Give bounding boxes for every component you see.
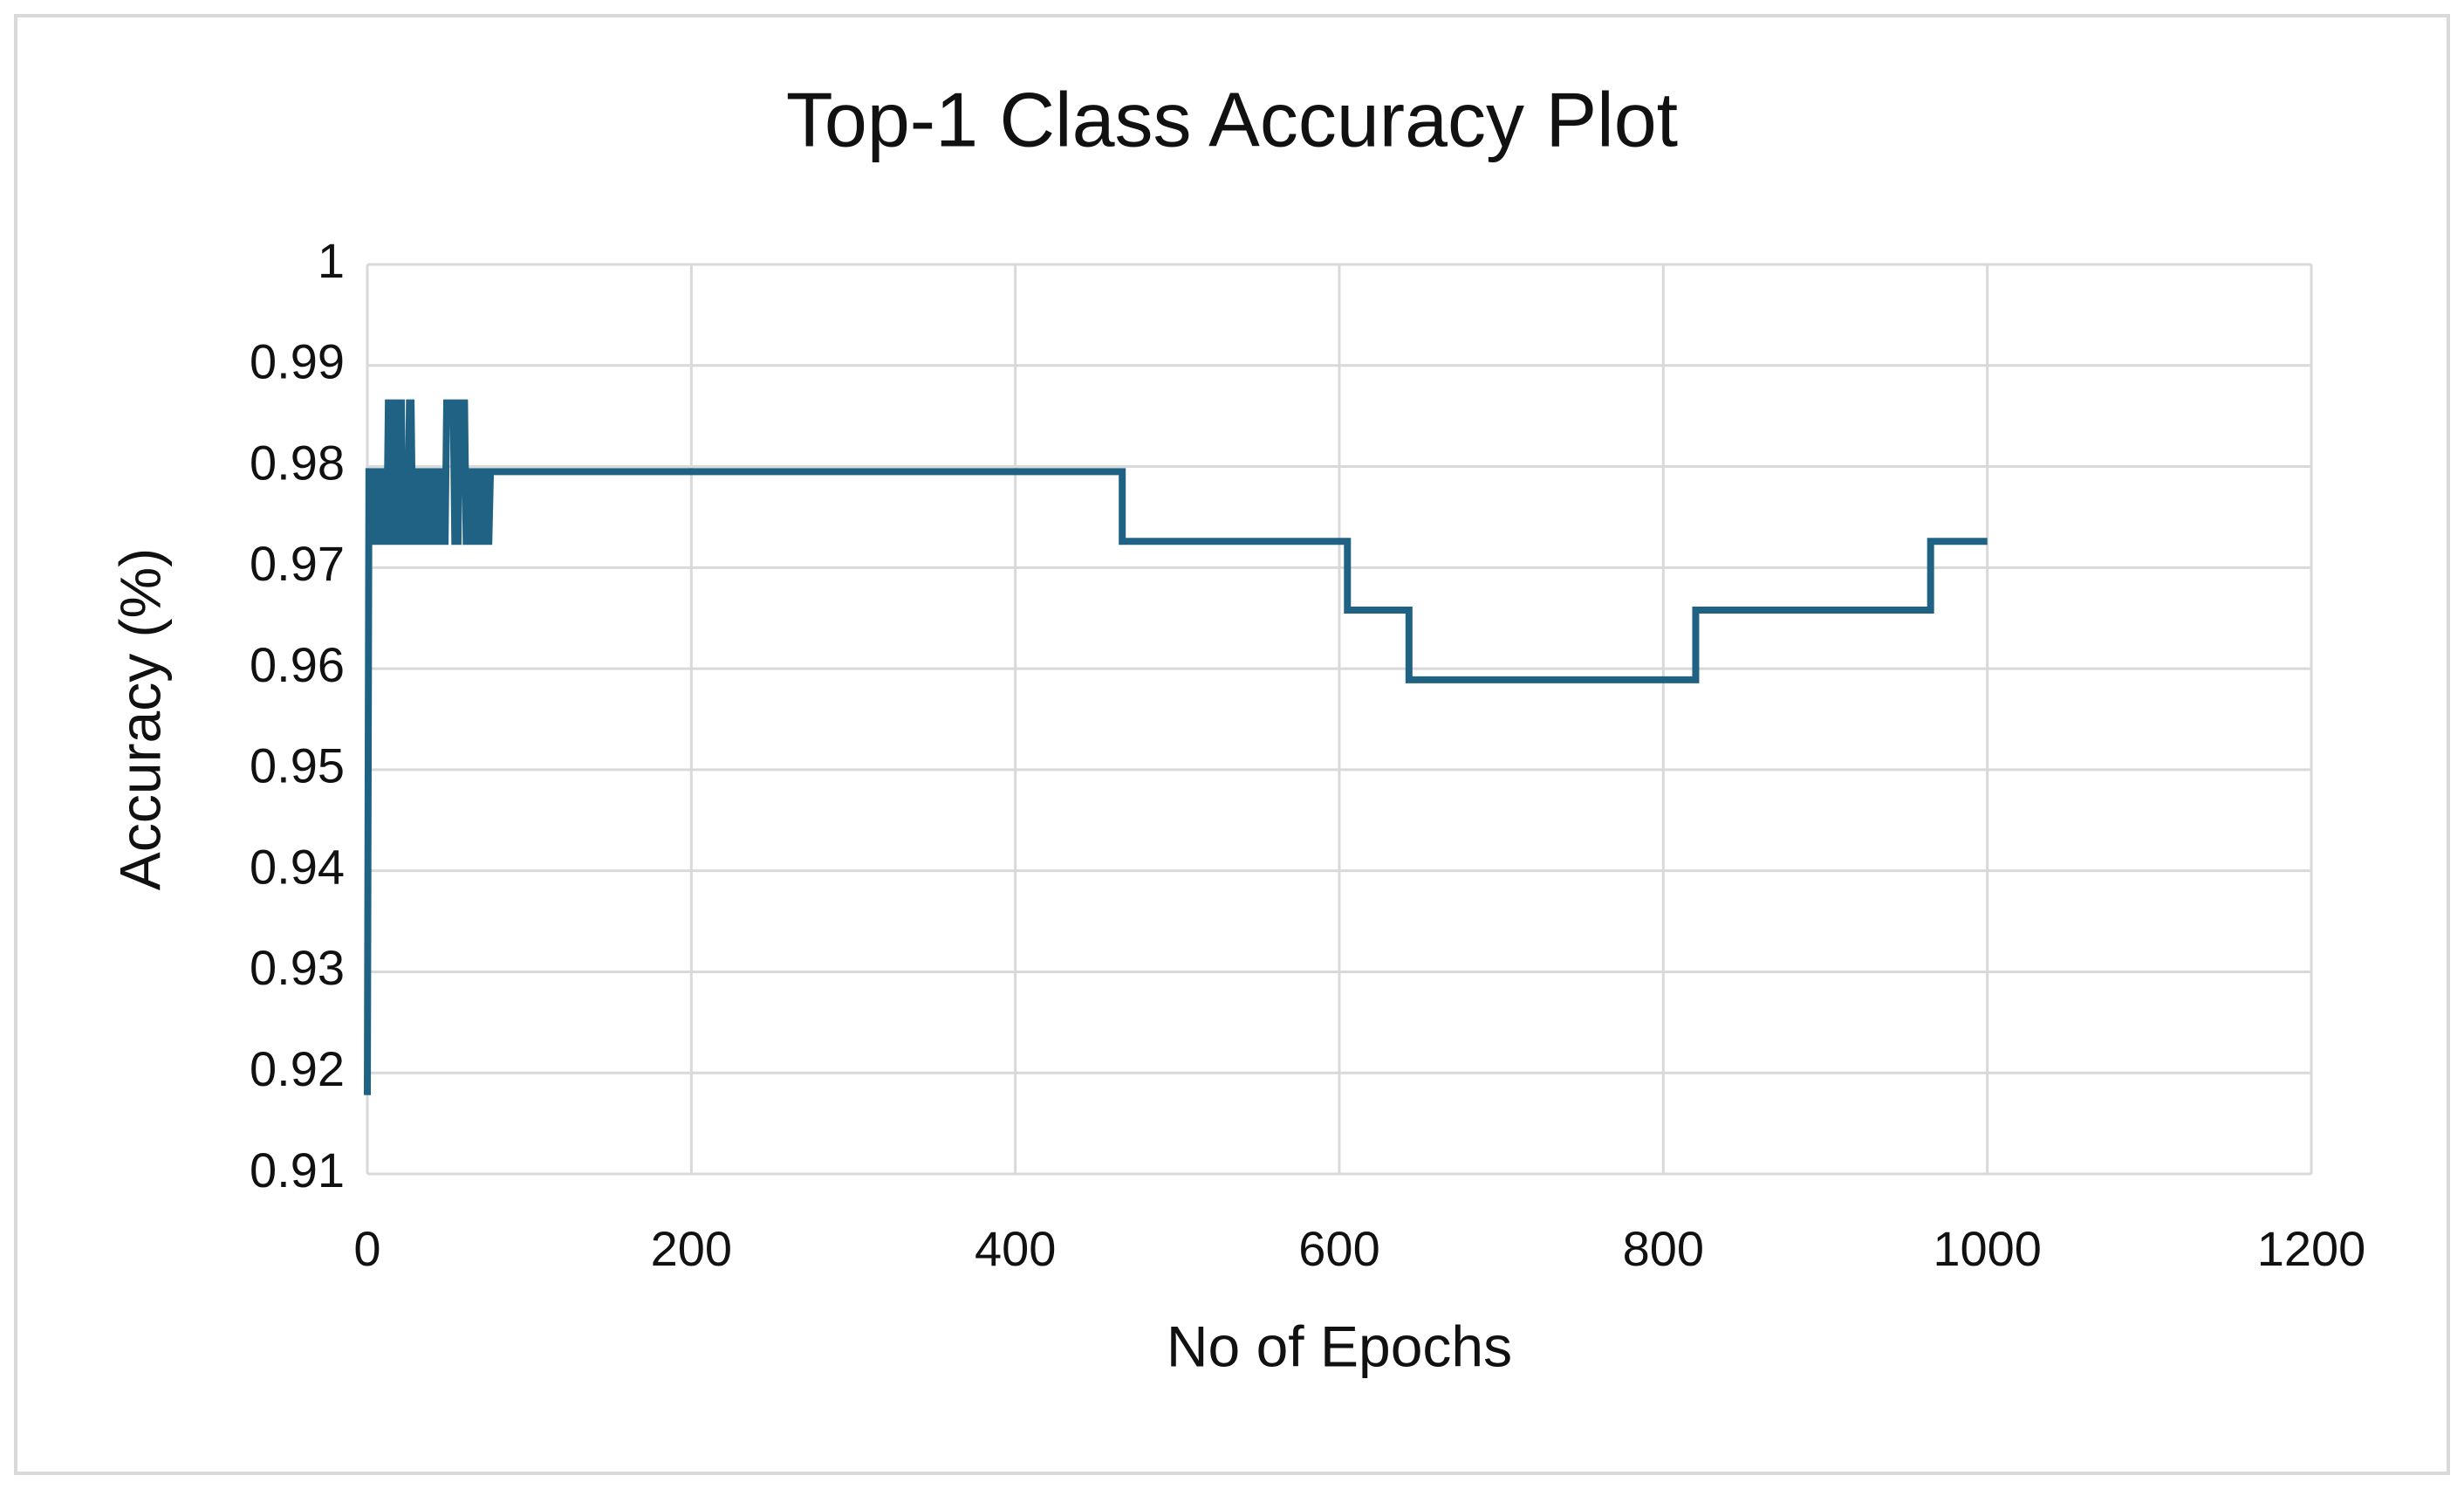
y-tick-label: 0.94	[250, 839, 345, 894]
data-line	[364, 399, 1988, 1095]
y-axis-title: Accuracy (%)	[107, 548, 172, 890]
x-tick-label: 600	[1298, 1221, 1379, 1276]
x-tick-label: 400	[975, 1221, 1056, 1276]
y-tick-label: 0.96	[250, 637, 345, 692]
y-tick-label: 1	[318, 233, 345, 288]
y-tick-label: 0.99	[250, 334, 345, 389]
x-tick-label: 200	[651, 1221, 732, 1276]
y-tick-label: 0.98	[250, 435, 345, 490]
x-tick-label: 0	[353, 1221, 380, 1276]
chart-border	[14, 14, 2450, 1475]
y-tick-label: 0.97	[250, 536, 345, 591]
y-tick-label: 0.92	[250, 1041, 345, 1096]
y-tick-label: 0.95	[250, 738, 345, 793]
x-tick-label: 1200	[2257, 1221, 2366, 1276]
chart-title: Top-1 Class Accuracy Plot	[786, 76, 1678, 162]
y-tick-label: 0.91	[250, 1142, 345, 1197]
x-tick-label: 800	[1623, 1221, 1704, 1276]
y-tick-label: 0.93	[250, 940, 345, 995]
x-tick-label: 1000	[1933, 1221, 2042, 1276]
x-axis-title: No of Epochs	[1167, 1314, 1512, 1378]
